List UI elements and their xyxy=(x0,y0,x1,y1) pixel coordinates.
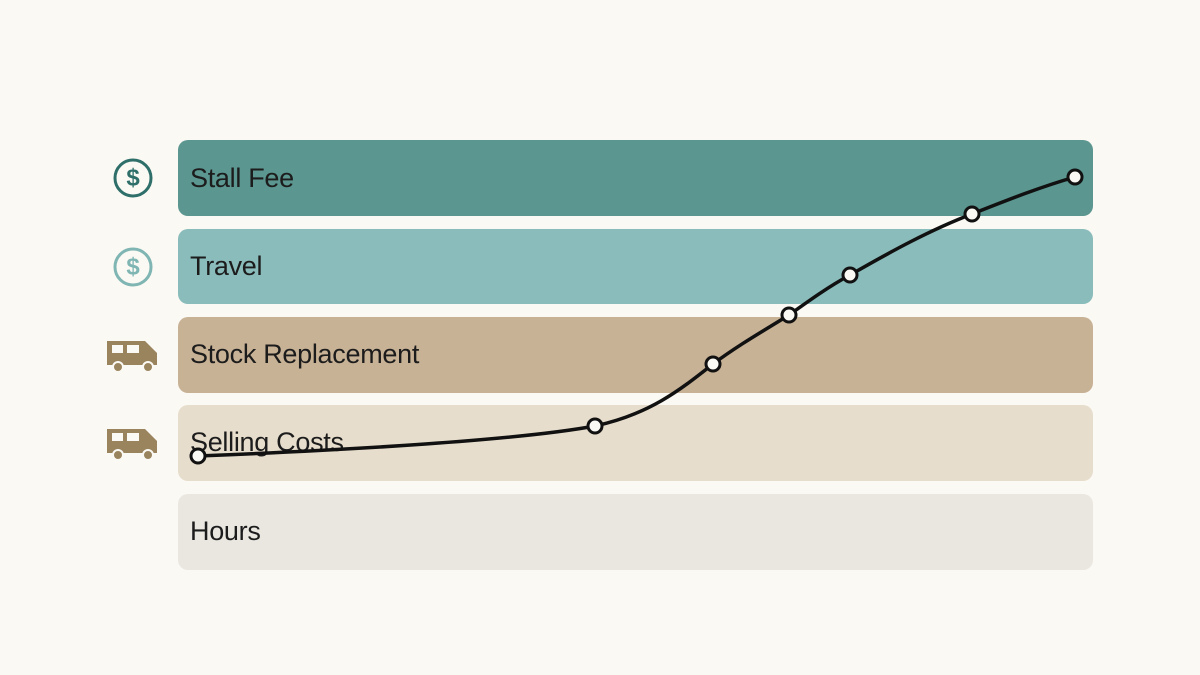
curve-point xyxy=(1066,168,1084,186)
band xyxy=(178,140,1093,216)
band xyxy=(178,317,1093,393)
curve-points xyxy=(189,168,1084,465)
band xyxy=(178,229,1093,304)
row-label: Hours xyxy=(190,516,261,546)
svg-text:$: $ xyxy=(126,164,140,191)
curve-point xyxy=(780,306,798,324)
dollar-icon: $ xyxy=(113,158,153,198)
row-label: Stock Replacement xyxy=(190,339,420,369)
curve-point xyxy=(586,417,604,435)
van-icon xyxy=(107,341,157,373)
svg-text:$: $ xyxy=(126,253,140,280)
band xyxy=(178,494,1093,570)
curve-point xyxy=(704,355,722,373)
curve-point xyxy=(189,447,207,465)
row-label: Travel xyxy=(190,251,262,281)
band xyxy=(178,405,1093,481)
van-icon xyxy=(107,429,157,461)
curve-point xyxy=(963,205,981,223)
row-label: Stall Fee xyxy=(190,163,294,193)
curve-point xyxy=(841,266,859,284)
dollar-icon: $ xyxy=(113,247,153,287)
